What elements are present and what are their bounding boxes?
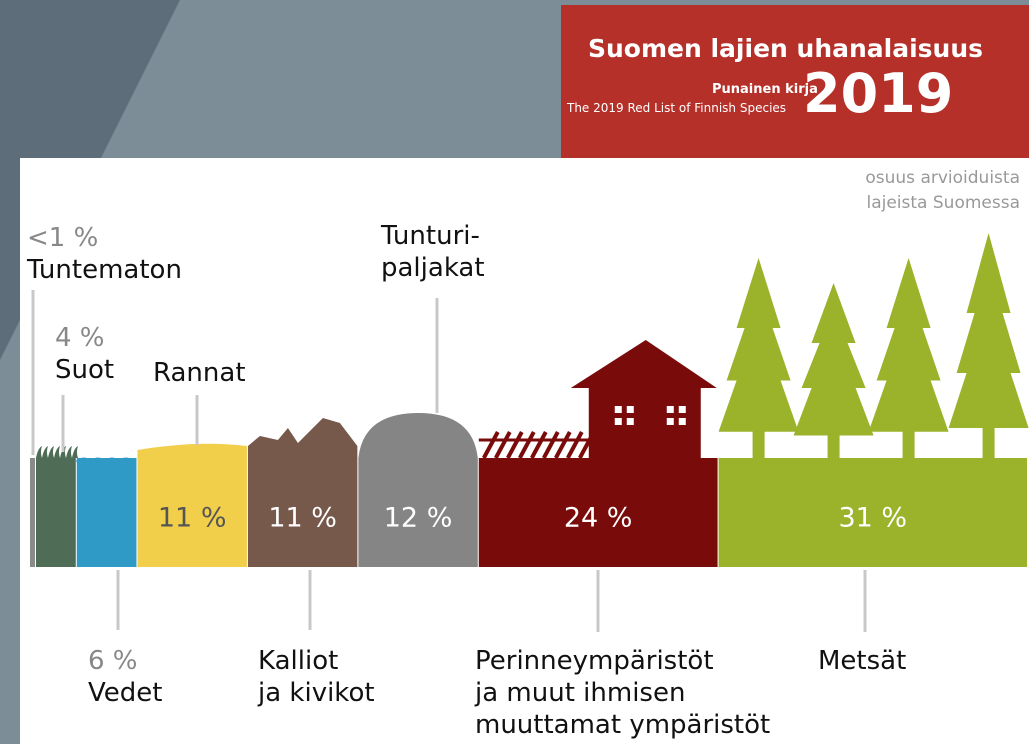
category-label: Tunturi- paljakat (381, 220, 485, 284)
category-label: Perinneympäristöt ja muut ihmisen muutta… (475, 645, 770, 741)
window (679, 418, 686, 425)
category-label: Suot (55, 354, 114, 386)
grass (42, 446, 48, 458)
grass (72, 446, 78, 458)
value-label: 6 % (88, 645, 138, 677)
category-label: Kalliot ja kivikot (258, 645, 375, 709)
tree (949, 233, 1029, 458)
window (667, 418, 674, 425)
category-label: Tuntematon (27, 254, 182, 286)
grass (54, 446, 60, 458)
value-label: 11 % (268, 503, 337, 534)
rock (248, 418, 357, 458)
value-label: 4 % (55, 322, 105, 354)
bar (30, 458, 35, 567)
value-label: <1 % (27, 222, 98, 254)
page: Suomen lajien uhanalaisuus Punainen kirj… (0, 0, 1029, 744)
grass (48, 446, 54, 458)
tree (794, 283, 874, 458)
house (571, 340, 717, 458)
value-label: 31 % (838, 503, 907, 534)
value-label: 24 % (564, 503, 633, 534)
window (679, 406, 686, 413)
window (627, 406, 634, 413)
window (627, 418, 634, 425)
tree (869, 258, 949, 458)
sand (137, 444, 246, 458)
grass (36, 446, 42, 458)
category-label: Vedet (88, 677, 162, 709)
value-label: 12 % (384, 503, 453, 534)
bar (77, 458, 137, 567)
window (615, 406, 622, 413)
tree (719, 258, 799, 458)
grass (66, 446, 72, 458)
category-label: Rannat (153, 357, 246, 389)
value-label: 11 % (158, 503, 227, 534)
window (615, 418, 622, 425)
category-label: Metsät (818, 645, 906, 677)
window (667, 406, 674, 413)
bar (36, 458, 76, 567)
fell (358, 413, 477, 458)
